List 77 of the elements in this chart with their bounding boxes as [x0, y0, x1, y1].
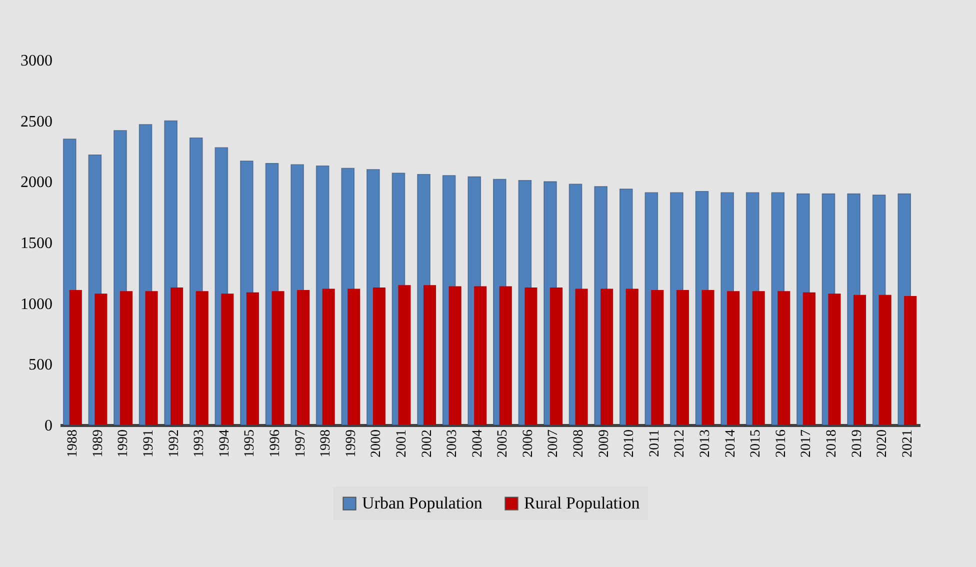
- bar: [904, 296, 917, 425]
- y-tick-label: 2500: [20, 113, 52, 130]
- x-tick-label: 1988: [66, 430, 81, 458]
- x-tick-label: 1993: [192, 430, 208, 458]
- bar: [170, 288, 184, 425]
- x-tick-label: 2018: [824, 430, 840, 458]
- bar: [145, 291, 158, 425]
- x-tick-label: 2020: [875, 430, 890, 458]
- bar: [424, 285, 436, 425]
- bar: [94, 294, 108, 425]
- x-tick-label: 2002: [420, 430, 435, 458]
- bar: [828, 294, 841, 425]
- y-tick-label: 3000: [20, 52, 52, 70]
- bar: [802, 292, 816, 425]
- y-tick-label: 1000: [20, 296, 52, 313]
- x-tick-label: 2001: [394, 430, 410, 458]
- bar: [297, 290, 310, 425]
- x-tick-label: 1989: [90, 430, 106, 458]
- x-tick-label: 1992: [166, 430, 182, 458]
- x-tick-label: 1997: [293, 430, 308, 458]
- bar: [727, 291, 740, 425]
- x-tick-label: 2008: [572, 430, 587, 458]
- x-tick-label: 2010: [622, 430, 638, 458]
- x-tick-label: 2021: [900, 430, 916, 458]
- x-tick-label: 2019: [850, 430, 865, 458]
- x-tick-label: 2014: [723, 430, 738, 458]
- y-tick-label: 1500: [20, 235, 52, 252]
- bar: [778, 291, 790, 425]
- bar: [196, 291, 208, 425]
- x-tick-label: 2004: [470, 430, 486, 458]
- x-tick-label: 1996: [268, 430, 283, 458]
- bar: [372, 288, 386, 425]
- bar: [221, 294, 234, 425]
- y-tick-label: 0: [44, 418, 52, 434]
- x-tick-label: 2007: [546, 430, 562, 458]
- bar: [878, 294, 892, 425]
- x-tick-label: 2000: [369, 430, 384, 458]
- x-tick-label: 1994: [217, 430, 232, 458]
- x-tick-label: 2016: [774, 430, 789, 458]
- bar: [600, 288, 614, 425]
- x-tick-label: 1995: [242, 430, 258, 458]
- bar: [448, 286, 462, 425]
- y-tick-label: 500: [28, 356, 52, 374]
- x-tick-label: 1991: [142, 430, 157, 458]
- bar: [550, 288, 562, 425]
- x-tick-label: 2009: [596, 430, 612, 458]
- x-tick-label: 2006: [520, 430, 536, 458]
- x-tick-label: 2011: [647, 430, 662, 457]
- bar: [854, 294, 866, 425]
- x-tick-label: 1999: [344, 430, 359, 458]
- x-tick-label: 2013: [698, 430, 713, 458]
- bar: [676, 290, 689, 425]
- bar: [499, 286, 512, 425]
- bar: [651, 290, 664, 425]
- bar: [398, 285, 411, 425]
- legend-label: Rural Population: [524, 494, 640, 513]
- x-tick-label: 2003: [445, 430, 460, 458]
- legend-label: Urban Population: [362, 494, 483, 513]
- bar: [702, 290, 714, 425]
- x-tick-label: 2017: [799, 430, 814, 458]
- bar: [246, 292, 259, 425]
- bar: [69, 290, 82, 425]
- x-tick-label: 1990: [116, 430, 132, 458]
- x-tick-label: 1998: [318, 430, 334, 458]
- bar: [348, 288, 360, 425]
- bar: [322, 288, 335, 425]
- bar: [120, 291, 132, 425]
- x-tick-label: 2012: [672, 430, 688, 458]
- bar: [575, 288, 588, 425]
- x-tick-label: 2005: [496, 430, 511, 458]
- bar: [626, 288, 638, 425]
- y-tick-label: 2000: [20, 174, 52, 192]
- bar: [474, 286, 487, 425]
- bar: [272, 291, 284, 425]
- bar: [524, 288, 538, 425]
- x-tick-label: 2015: [748, 430, 764, 458]
- bar: [752, 291, 765, 425]
